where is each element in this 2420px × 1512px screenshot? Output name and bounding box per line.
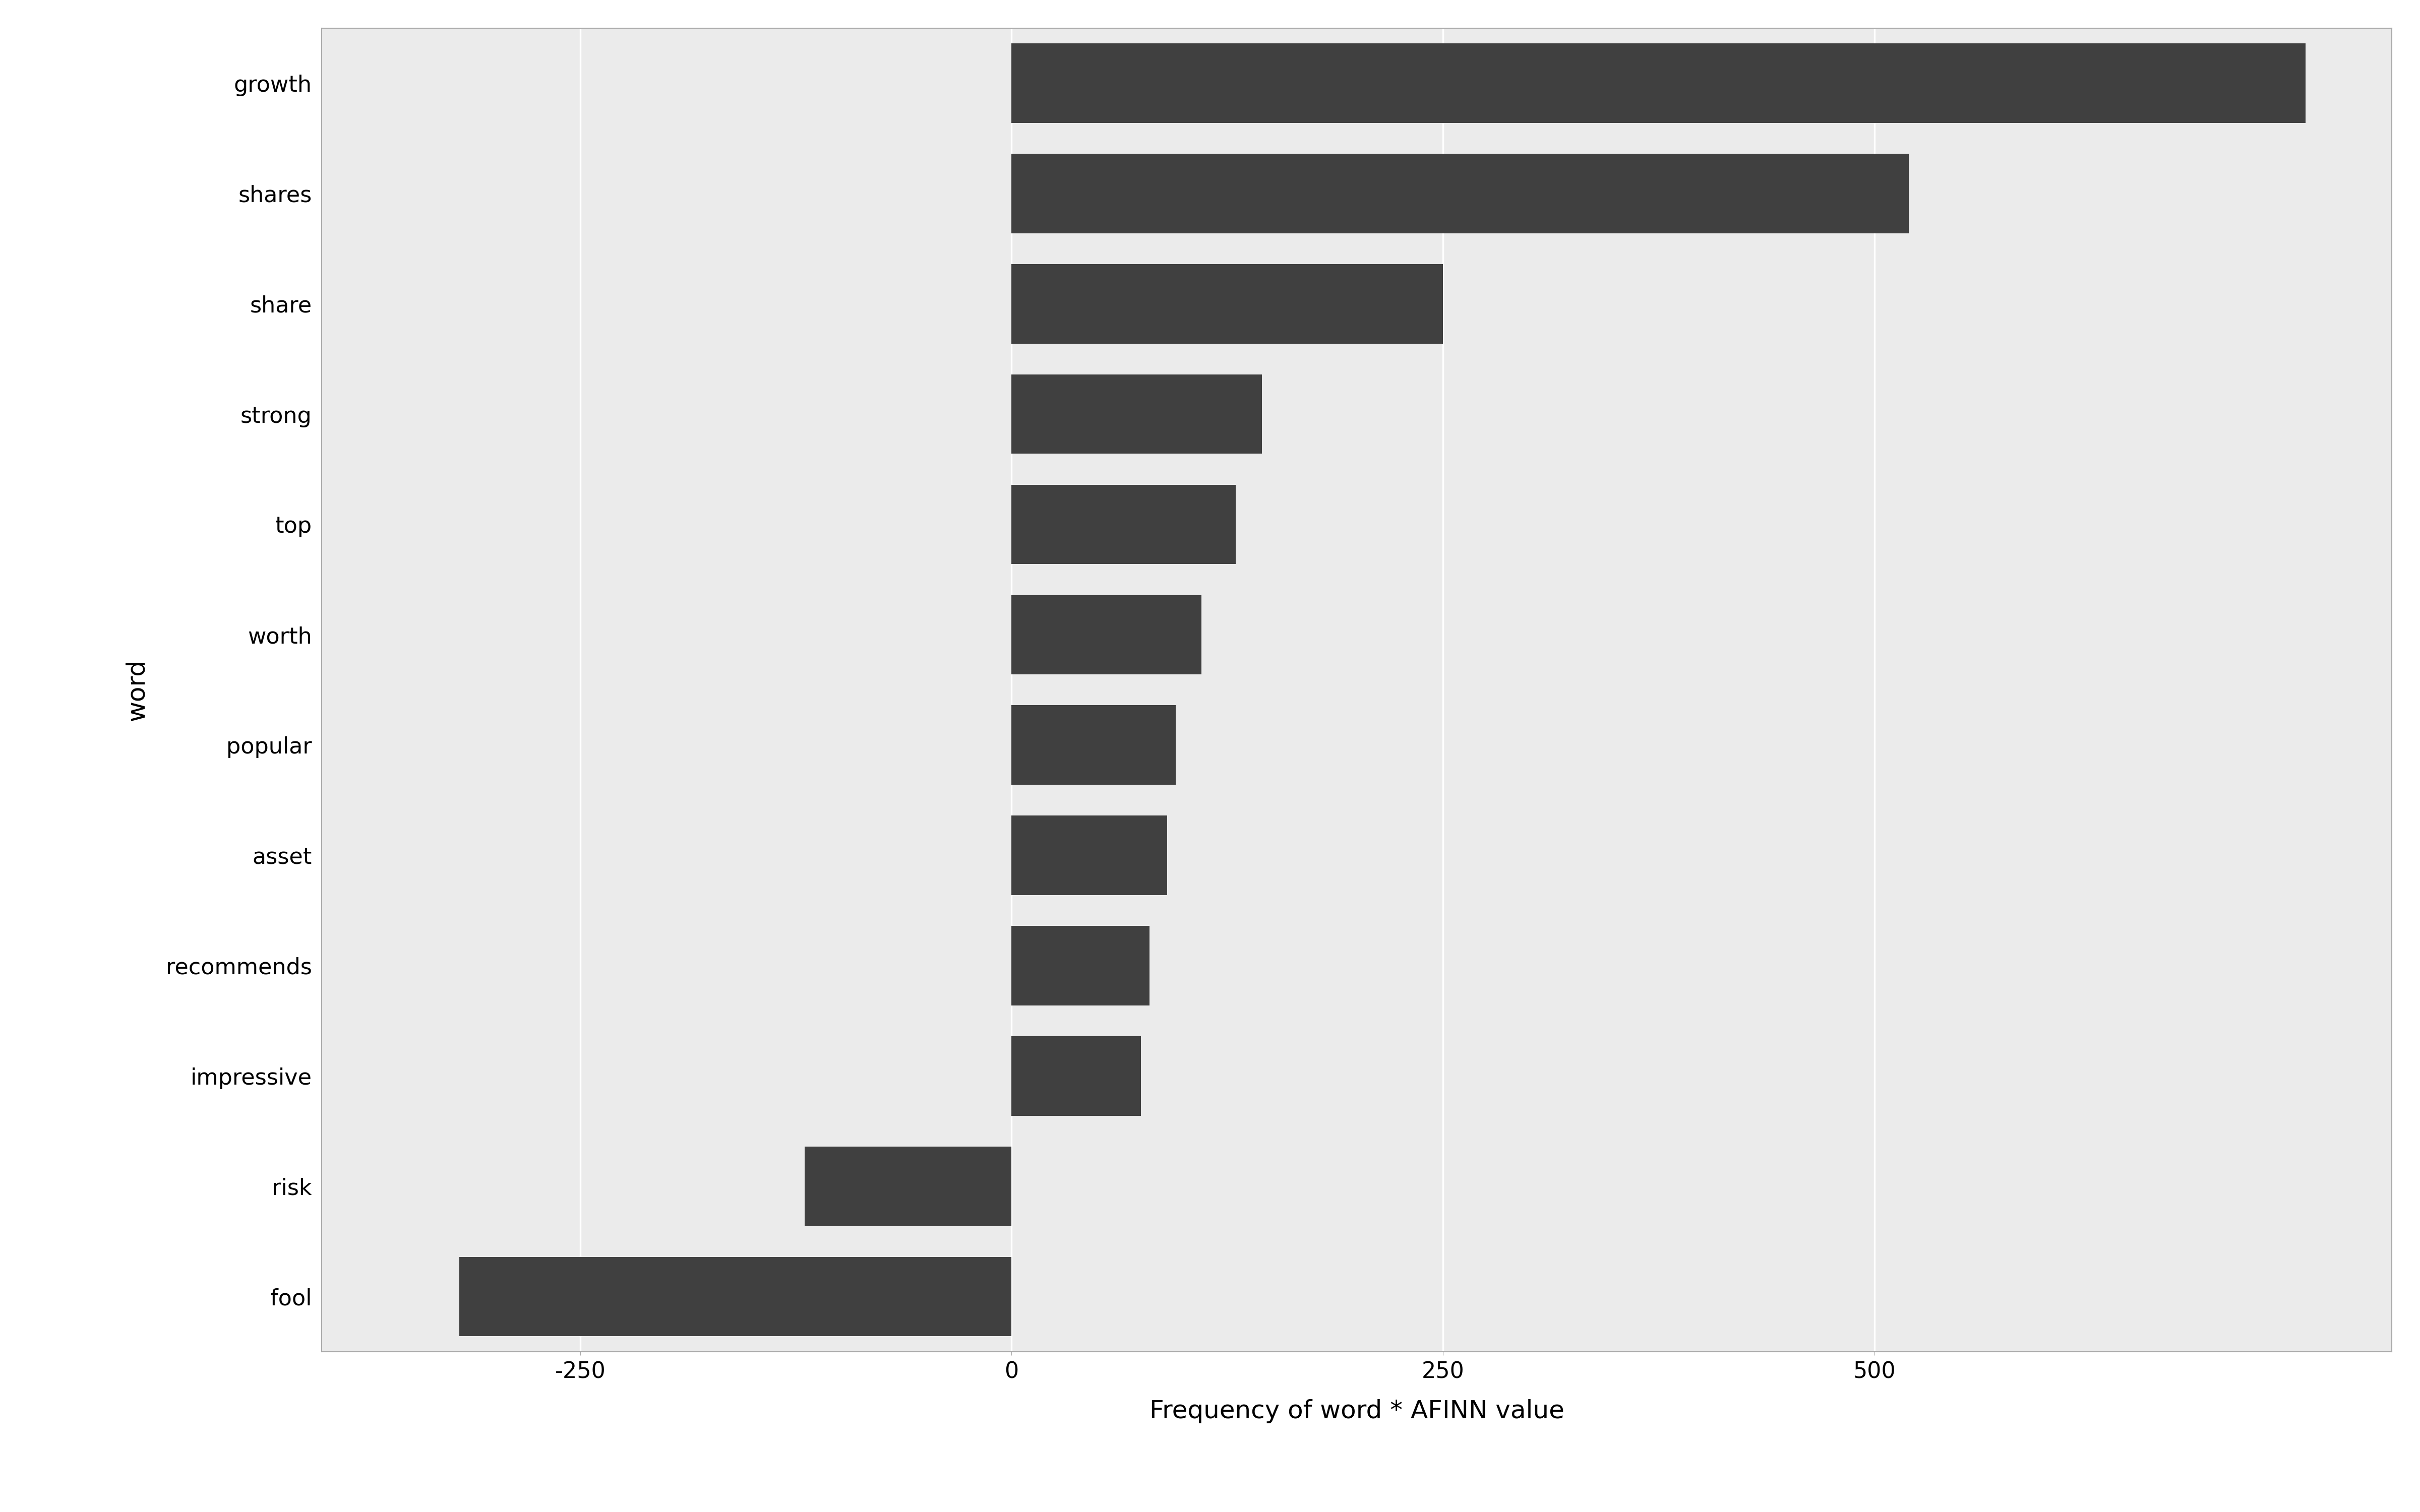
Bar: [1012, 485, 1237, 564]
Bar: [1012, 265, 1442, 343]
Bar: [1012, 705, 1176, 785]
Bar: [1012, 375, 1261, 454]
Y-axis label: word: word: [126, 659, 150, 721]
Bar: [1012, 925, 1150, 1005]
X-axis label: Frequency of word * AFINN value: Frequency of word * AFINN value: [1150, 1399, 1563, 1423]
Bar: [1012, 596, 1200, 674]
Bar: [1012, 154, 1909, 233]
Bar: [460, 1256, 1012, 1337]
Bar: [1012, 44, 2306, 122]
Bar: [1012, 1036, 1140, 1116]
Bar: [1012, 815, 1166, 895]
Bar: [803, 1146, 1012, 1226]
